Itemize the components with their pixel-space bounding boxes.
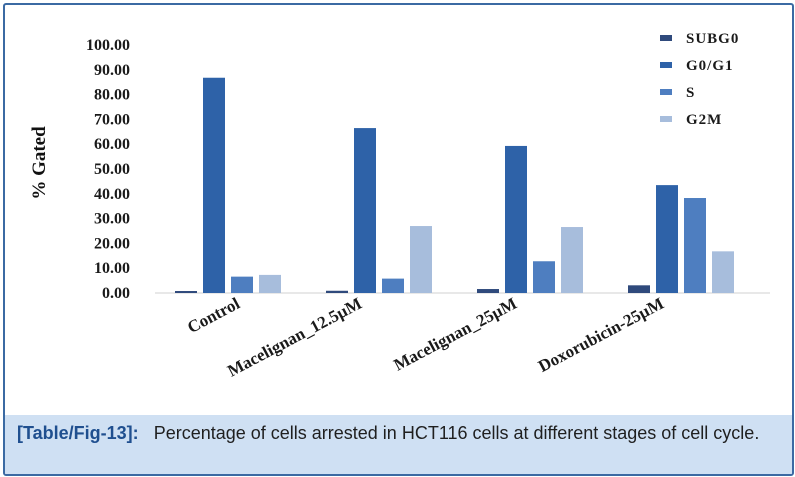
caption-label: [Table/Fig-13]: [17,423,139,443]
bar-s-1 [382,278,404,293]
figure-frame: 0.00 10.00 20.00 30.00 40.00 50.00 60.00 70.00 8… [3,3,794,476]
y-tick-label: 40.00 [94,186,130,203]
bar-s-3 [684,198,706,293]
bar-g0-g1-1 [354,128,376,293]
y-tick-label: 20.00 [94,235,130,252]
bar-g0-g1-0 [203,77,225,294]
bar-subg0-2 [477,289,499,293]
bar-g0-g1-2 [505,145,527,293]
bar-subg0-1 [326,290,348,293]
legend-label: G2M [686,112,722,128]
bar-subg0-0 [175,291,197,293]
legend-label: S [686,85,695,101]
legend-swatch [660,89,672,95]
y-tick-label: 30.00 [94,211,130,228]
legend-swatch [660,62,672,68]
bars-group [175,77,734,294]
bar-g0-g1-3 [656,185,678,293]
y-tick-label: 50.00 [94,161,130,178]
legend-label: G0/G1 [686,58,734,74]
bar-s-2 [533,261,555,293]
y-tick-label: 100.00 [86,37,130,54]
bar-g2m-2 [561,227,583,293]
y-tick-label: 80.00 [94,87,130,104]
legend-swatch [660,116,672,122]
y-tick-label: 0.00 [102,285,130,302]
bar-g2m-3 [712,251,734,293]
x-tick-label: Macelignan_25µM [391,294,520,375]
bar-s-0 [231,276,253,293]
bar-subg0-3 [628,285,650,293]
x-tick-label: Control [184,294,243,337]
figure-caption: [Table/Fig-13]: Percentage of cells arre… [5,415,792,474]
legend-label: SUBG0 [686,31,739,47]
y-tick-label: 10.00 [94,260,130,277]
bar-g2m-1 [410,226,432,293]
bar-g2m-0 [259,274,281,293]
bar-chart: 0.00 10.00 20.00 30.00 40.00 50.00 60.00 70.00 8… [29,31,770,381]
x-tick-label: Macelignan_12.5µM [224,294,365,381]
y-tick-label: 90.00 [94,62,130,79]
legend-swatch [660,35,672,41]
caption-text: Percentage of cells arrested in HCT116 c… [153,423,760,443]
legend: SUBG0 G0/G1 S G2M [660,31,739,128]
x-tick-label: Doxorubicin-25µM [535,294,667,376]
y-tick-label: 70.00 [94,111,130,128]
y-axis: 0.00 10.00 20.00 30.00 40.00 50.00 60.00 70.00 8… [86,37,130,302]
y-axis-label: % Gated [29,126,50,200]
y-tick-label: 60.00 [94,136,130,153]
